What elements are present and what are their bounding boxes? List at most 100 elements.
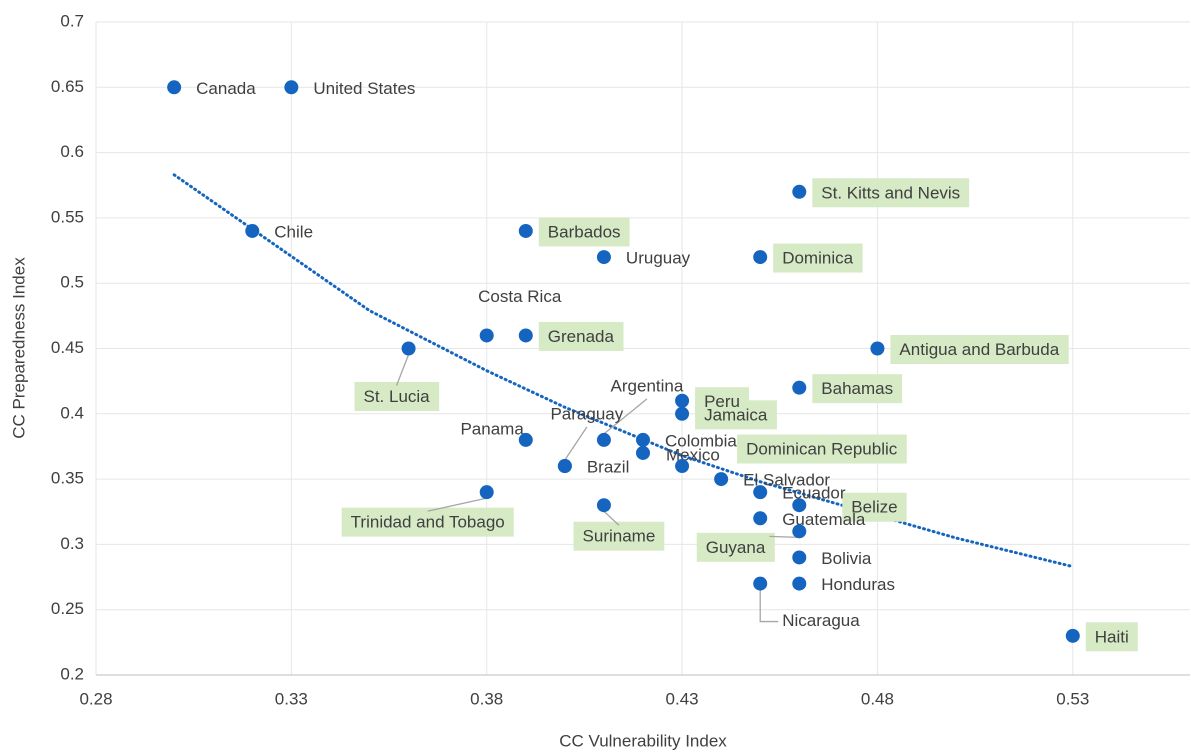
point bbox=[792, 380, 807, 395]
point-label: Dominican Republic bbox=[746, 440, 898, 459]
x-tick-label: 0.43 bbox=[666, 689, 699, 708]
point-label: Ecuador bbox=[782, 484, 846, 503]
point bbox=[596, 250, 611, 265]
label-highlight bbox=[354, 381, 440, 411]
label-highlight bbox=[573, 521, 665, 551]
label-highlight bbox=[538, 217, 630, 247]
point-label: Canada bbox=[196, 79, 256, 98]
point-label: Brazil bbox=[587, 458, 630, 477]
x-tick-label: 0.48 bbox=[861, 689, 894, 708]
y-tick-label: 0.5 bbox=[60, 273, 84, 292]
point-label: Bahamas bbox=[821, 379, 893, 398]
label-boxes bbox=[341, 178, 1138, 652]
point bbox=[792, 184, 807, 199]
leader-line bbox=[395, 354, 410, 386]
point bbox=[636, 445, 650, 460]
point bbox=[792, 498, 807, 513]
point-label: United States bbox=[313, 79, 415, 98]
point-label: Peru bbox=[704, 392, 740, 411]
point bbox=[518, 432, 533, 447]
y-tick-label: 0.45 bbox=[51, 338, 84, 357]
y-axis-title: CC Preparedness Index bbox=[9, 257, 28, 439]
point-label: Bolivia bbox=[821, 549, 872, 568]
label-highlight bbox=[696, 532, 775, 562]
point-label: St. Kitts and Nevis bbox=[821, 183, 960, 202]
point bbox=[675, 406, 690, 421]
point bbox=[792, 576, 807, 591]
leader-line bbox=[603, 510, 620, 526]
point bbox=[792, 524, 807, 539]
point-label: Belize bbox=[851, 498, 897, 517]
point-label: Nicaragua bbox=[782, 611, 860, 630]
point-label: Barbados bbox=[548, 222, 621, 241]
point-label: Panama bbox=[460, 419, 524, 438]
point-label: Chile bbox=[274, 222, 313, 241]
point bbox=[870, 341, 885, 356]
y-tick-label: 0.3 bbox=[60, 534, 84, 553]
point bbox=[1065, 628, 1080, 643]
label-highlight bbox=[812, 374, 903, 404]
point-label: Guatemala bbox=[782, 510, 866, 529]
point-label: Haiti bbox=[1095, 627, 1129, 646]
point bbox=[675, 393, 690, 408]
x-axis-title: CC Vulnerability Index bbox=[559, 731, 727, 750]
point bbox=[401, 341, 416, 356]
point-label: El Salvador bbox=[743, 471, 830, 490]
x-tick-label: 0.53 bbox=[1056, 689, 1089, 708]
point-label: Honduras bbox=[821, 575, 895, 594]
point bbox=[479, 328, 494, 343]
point-label: Trinidad and Tobago bbox=[351, 513, 505, 532]
y-tick-label: 0.55 bbox=[51, 207, 84, 226]
point bbox=[596, 498, 611, 513]
y-tick-label: 0.6 bbox=[60, 142, 84, 161]
point bbox=[557, 459, 572, 474]
label-highlight bbox=[695, 400, 777, 430]
trendline bbox=[172, 173, 1075, 569]
point-label: Mexico bbox=[666, 445, 720, 464]
point bbox=[518, 328, 533, 343]
point bbox=[753, 485, 768, 500]
label-highlight bbox=[341, 507, 514, 537]
point bbox=[518, 223, 533, 238]
leader-line bbox=[759, 589, 779, 623]
x-tick-label: 0.28 bbox=[79, 689, 112, 708]
point-label: Argentina bbox=[611, 376, 684, 395]
label-highlight bbox=[773, 243, 863, 273]
y-tick-label: 0.65 bbox=[51, 77, 84, 96]
point-label: Dominica bbox=[782, 249, 853, 268]
leader-lines bbox=[395, 354, 800, 623]
point-label: Uruguay bbox=[626, 249, 691, 268]
point bbox=[753, 511, 768, 526]
point-label: Antigua and Barbuda bbox=[899, 340, 1059, 359]
y-tick-label: 0.7 bbox=[60, 11, 84, 30]
grid bbox=[95, 21, 1190, 676]
point-label: Grenada bbox=[548, 327, 615, 346]
point bbox=[753, 576, 768, 591]
point bbox=[792, 550, 807, 565]
point bbox=[479, 485, 494, 500]
point bbox=[675, 459, 690, 474]
point-label: Guyana bbox=[706, 538, 766, 557]
point bbox=[245, 223, 260, 238]
label-highlight bbox=[812, 178, 970, 208]
y-tick-label: 0.25 bbox=[51, 599, 84, 618]
point bbox=[284, 80, 299, 95]
label-highlight bbox=[737, 434, 907, 464]
point bbox=[714, 472, 729, 487]
leader-line bbox=[427, 497, 487, 512]
y-tick-label: 0.4 bbox=[60, 403, 84, 422]
point-label: Jamaica bbox=[704, 405, 768, 424]
y-tick-label: 0.35 bbox=[51, 469, 84, 488]
point-label: Paraguay bbox=[550, 405, 623, 424]
point-label: Costa Rica bbox=[478, 287, 562, 306]
leader-line bbox=[603, 398, 648, 435]
leader-line bbox=[769, 535, 800, 538]
x-tick-label: 0.38 bbox=[470, 689, 503, 708]
x-tick-label: 0.33 bbox=[275, 689, 308, 708]
point-label: St. Lucia bbox=[363, 387, 430, 406]
point bbox=[636, 432, 650, 447]
label-highlight bbox=[1085, 622, 1138, 652]
leader-line bbox=[564, 426, 588, 461]
point bbox=[167, 80, 182, 95]
